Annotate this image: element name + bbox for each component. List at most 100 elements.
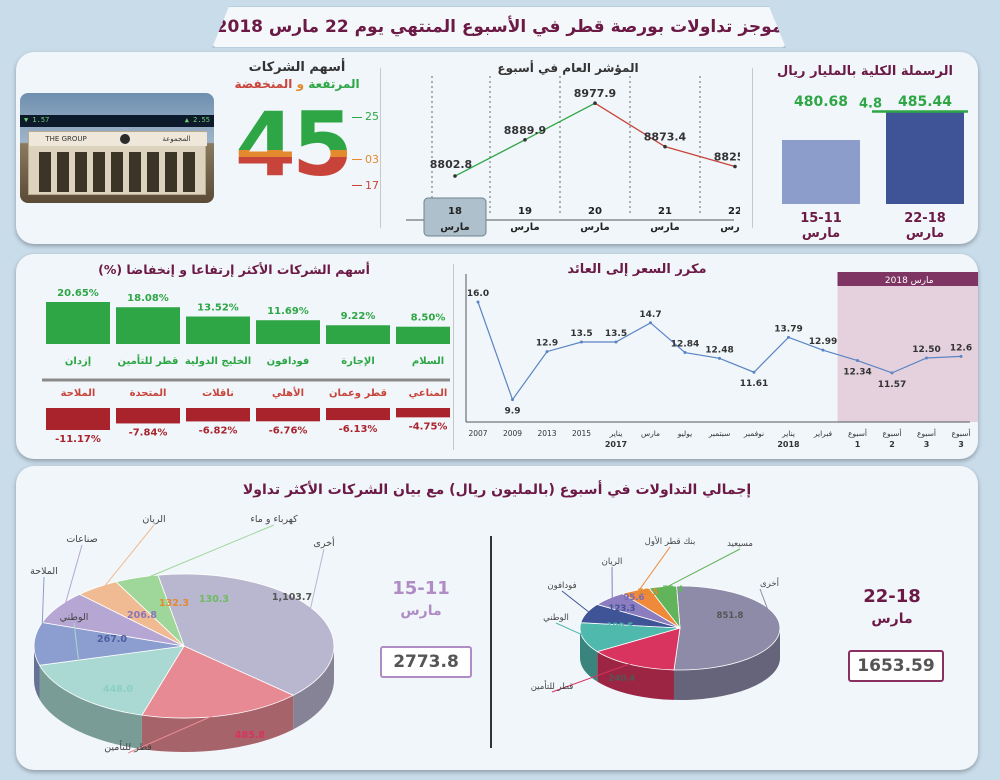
pie-leader-line xyxy=(308,548,325,614)
pie-leader-line xyxy=(63,544,83,610)
gainer-name: قطر للتأمين xyxy=(118,354,179,367)
pe-point xyxy=(545,350,549,354)
pie-slice xyxy=(115,574,185,647)
page-title-banner: موجز تداولات بورصة قطر في الأسبوع المنته… xyxy=(212,6,786,48)
pe-highlight-bg xyxy=(837,272,978,422)
index-value-label: 8802.8 xyxy=(430,158,472,171)
index-point xyxy=(523,138,527,142)
pe-value-label: 16.0 xyxy=(467,289,489,299)
pe-x-tick: أسبوع xyxy=(883,428,902,438)
pie-value-label: 240.4 xyxy=(609,674,636,684)
pe-x-tick: 2009 xyxy=(503,429,522,438)
index-point xyxy=(663,144,667,149)
gainer-bar xyxy=(326,325,390,344)
market-cap-week: 15-11 xyxy=(800,211,842,226)
pe-point xyxy=(925,356,928,360)
loser-name: المتحدة xyxy=(130,388,167,399)
pie-value-label: 123.3 xyxy=(609,604,636,614)
pie-leader-line xyxy=(73,622,84,695)
gainer-name: فودافون xyxy=(267,356,310,367)
market-cap-change: 4.8 xyxy=(859,96,882,111)
pie-name-label: الريان xyxy=(142,514,165,525)
pe-point xyxy=(476,300,480,304)
market-cap-month: مارس xyxy=(802,226,840,241)
stocks-total: 45 xyxy=(232,102,352,188)
stocks-up-count: 25 xyxy=(365,110,379,123)
pe-point xyxy=(580,340,583,344)
pie-slice xyxy=(579,622,681,653)
pie-slice-side xyxy=(39,665,142,750)
pe-x-subtick: 1 xyxy=(855,440,861,449)
index-point xyxy=(733,164,737,169)
x-tick-day: 18 xyxy=(448,206,462,217)
ticker-left: ▼ 1.57 xyxy=(24,116,50,124)
pie-slice-side xyxy=(597,651,674,700)
pe-x-tick: 2015 xyxy=(572,429,591,438)
pe-point xyxy=(649,321,652,325)
pe-x-subtick: 3 xyxy=(958,440,964,449)
loser-pct: -4.75% xyxy=(409,421,448,432)
stocks-unchanged-count: 03 xyxy=(365,153,379,166)
pe-point xyxy=(890,371,894,375)
pie-name-label: مسيعيد xyxy=(727,539,753,549)
pie-value-label: 448.0 xyxy=(103,684,133,695)
loser-name: ناقلات xyxy=(202,388,234,399)
pie-name-label: صناعات xyxy=(66,534,97,545)
globe-icon xyxy=(119,134,130,144)
pe-x-tick: يناير xyxy=(781,429,795,438)
x-tick-month: مارس xyxy=(510,222,540,233)
pie-name-label: الوطني xyxy=(60,612,89,623)
pe-point xyxy=(683,351,687,355)
x-tick-day: 20 xyxy=(588,206,602,217)
x-tick-month: مارس xyxy=(650,222,680,233)
summary-panel: ▼ 1.57 ▲ 2.55 THE GROUP المجموعة أسهم ال… xyxy=(16,52,978,244)
pe-point xyxy=(787,335,790,339)
loser-bar xyxy=(326,408,390,421)
gainer-bar xyxy=(116,307,180,344)
pe-value-label: 12.48 xyxy=(705,345,733,355)
pie-name-label: أخرى xyxy=(313,536,335,549)
stocks-count-title: أسهم الشركات المرتفعة و المنخفضة xyxy=(234,60,360,91)
pie-value-label: 190.5 xyxy=(607,622,634,632)
gainer-bar xyxy=(186,316,250,344)
pie-name-label: فودافون xyxy=(547,581,576,591)
gainer-pct: 13.52% xyxy=(197,303,239,314)
gainer-pct: 8.50% xyxy=(411,313,446,324)
pie-slice-side xyxy=(34,646,40,700)
pe-x-tick: أسبوع xyxy=(848,428,867,438)
pe-value-label: 12.6 xyxy=(950,343,972,353)
market-cap-title: الرسملة الكلية بالمليار ريال xyxy=(777,64,953,79)
pe-value-label: 13.5 xyxy=(570,329,592,339)
pe-chart: مارس 2018 16.0 2007 9.9 2009 12.9 2013 13.5 2015… xyxy=(465,272,978,449)
pie-value-label: 132.3 xyxy=(159,598,189,609)
ticker-right: ▲ 2.55 xyxy=(184,116,210,124)
market-cap-bar xyxy=(886,111,964,204)
pie-leader-line xyxy=(100,524,155,591)
movers-chart: 20.65% إزدان 18.08% قطر للتأمين 13.52% الخليج… xyxy=(42,288,450,445)
index-chart-title: المؤشر العام في أسبوع xyxy=(497,61,639,75)
pe-x-subtick: 2018 xyxy=(777,440,800,449)
gainer-name: الإجارة xyxy=(341,356,375,367)
pie-leader-line xyxy=(637,546,671,593)
gainer-name: السلام xyxy=(412,356,444,367)
pie-value-label: 206.8 xyxy=(127,610,157,621)
market-cap-bar xyxy=(782,140,860,204)
building-sign-ar: المجموعة xyxy=(162,135,191,143)
pie-slice xyxy=(141,645,295,719)
loser-name: المناعي xyxy=(409,388,448,399)
x-tick-day: 22 xyxy=(728,206,740,217)
loser-pct: -6.82% xyxy=(199,425,238,436)
pie-value-label: 130.3 xyxy=(199,594,229,605)
building-sign-en: THE GROUP xyxy=(45,135,87,143)
loser-name: قطر وعمان xyxy=(329,388,387,399)
pie-leader-line xyxy=(561,590,592,615)
loser-pct: -7.84% xyxy=(129,427,168,438)
pe-value-label: 9.9 xyxy=(505,407,521,417)
loser-bar xyxy=(396,408,450,418)
pe-highlight-header xyxy=(837,272,978,286)
index-segment xyxy=(594,102,666,148)
pie-slice xyxy=(673,585,781,671)
pe-point xyxy=(959,354,963,358)
pie-leader-line xyxy=(41,576,45,644)
